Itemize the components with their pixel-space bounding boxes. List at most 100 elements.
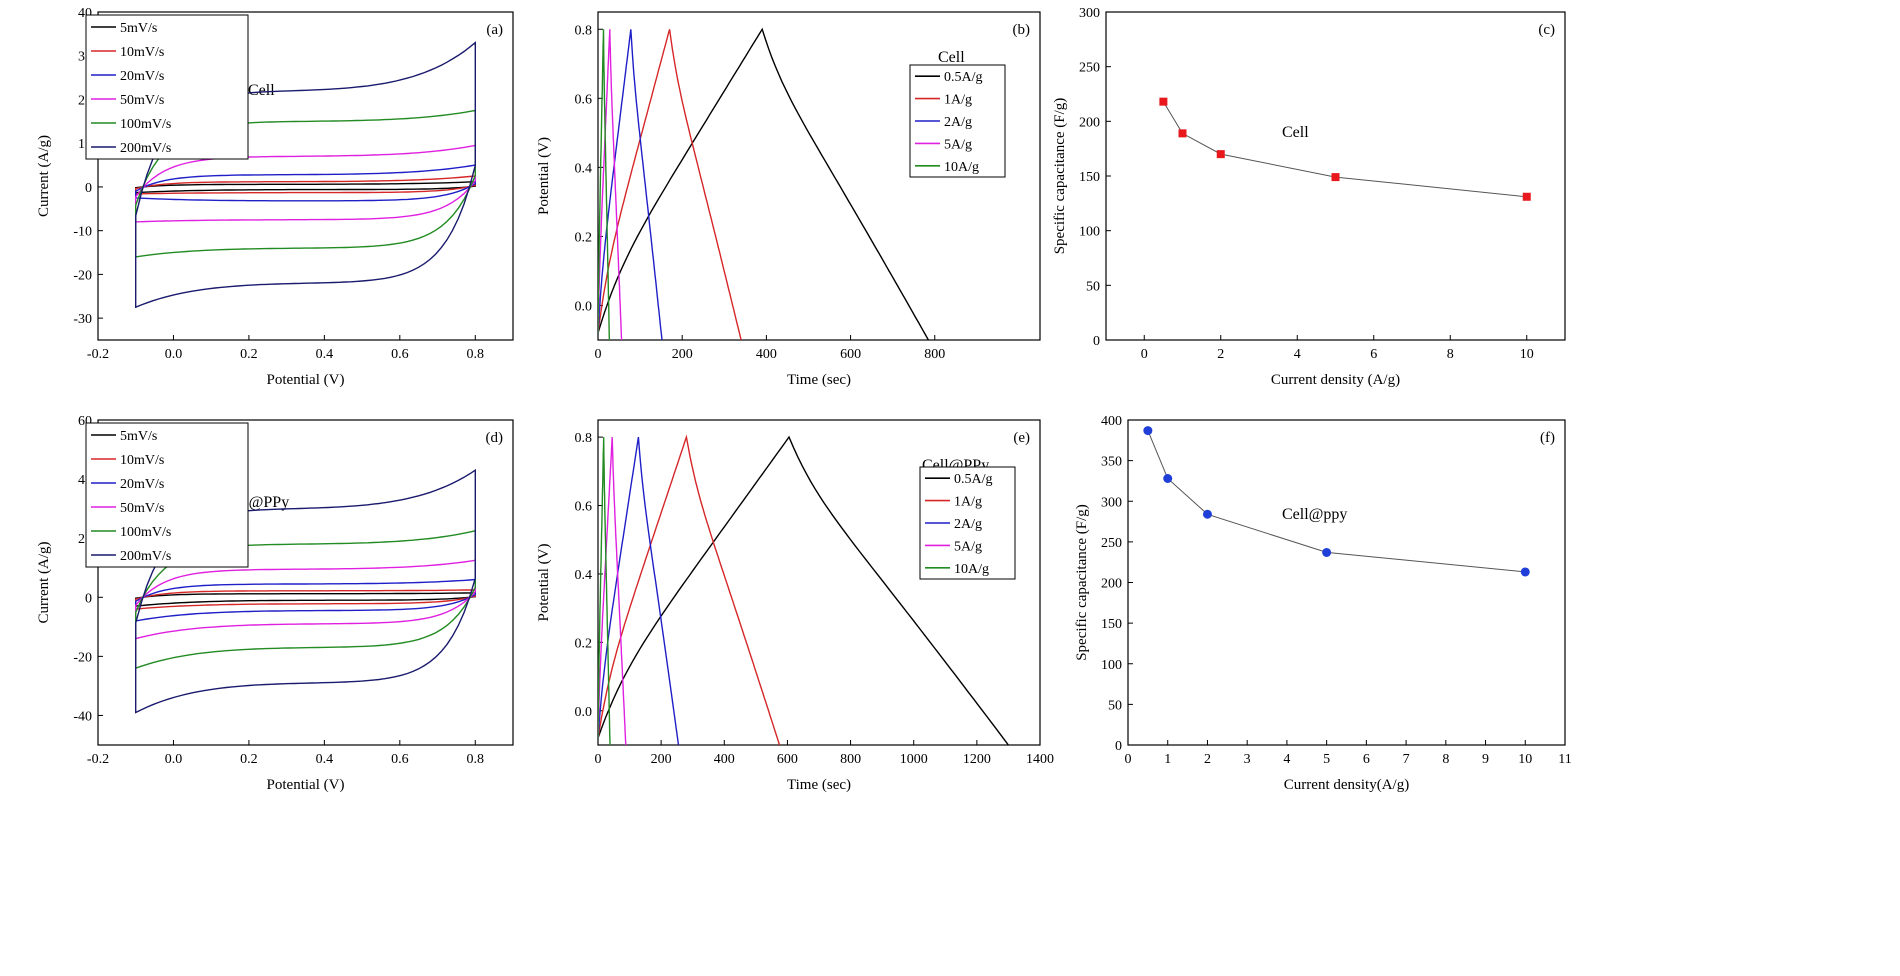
x-tick-label: 0.6 [391,752,409,767]
gcd-curve-1A/g [598,29,742,340]
gcd-curve-10A/g [598,437,611,745]
x-tick-label: 600 [840,347,861,362]
data-point [1331,173,1340,182]
legend-entry: 50mV/s [120,501,164,516]
x-tick-label: 0.2 [240,752,258,767]
x-tick-label: 4 [1283,752,1290,767]
gcd-curve-0.5A/g [598,27,930,340]
x-tick-label: 9 [1482,752,1489,767]
data-point [1322,547,1332,557]
data-point [1522,192,1531,201]
y-tick-label: 0.0 [575,299,593,314]
y-tick-label: -30 [73,312,92,327]
x-tick-label: 8 [1442,752,1449,767]
x-tick-label: 0.4 [316,752,334,767]
y-tick-label: 200 [1101,577,1122,592]
cv-curve-5mV/s [135,180,476,194]
legend-entry: 5mV/s [120,21,157,36]
legend-entry: 100mV/s [120,525,171,540]
x-tick-label: 5 [1323,752,1330,767]
cv-curve-20mV/s [135,164,476,202]
gcd-curve-1A/g [598,434,781,745]
x-tick-label: 0 [1125,752,1132,767]
panel-b: 0 200 400 600 800 0.0 0.2 0.4 0.6 0.8 Time (sec) Po… [536,11,1041,388]
legend-entry: 200mV/s [120,141,171,156]
y-tick-label: 200 [1079,115,1100,130]
panel-f: 0 1 2 3 4 5 6 7 8 9 10 11 0 50 100 150 200 250 300 350 400 Cu… [1074,414,1572,793]
panel-label: (e) [1013,430,1030,446]
plot-frame [1127,419,1566,746]
y-axis-label: Current (A/g) [36,135,52,217]
legend: 5mV/s 10mV/s 20mV/s 50mV/s 100mV/s 200mV/s [85,14,249,160]
cv-curve-50mV/s [135,144,476,223]
legend-box [85,14,249,160]
x-tick-label: 1400 [1026,752,1054,767]
panel-d: -0.2 0.0 0.2 0.4 0.6 0.8-40-200204060Potentia… [36,414,514,793]
gcd-curve-2A/g [598,29,663,340]
cv-curve-100mV/s [135,529,476,670]
trend-line [1162,101,1527,198]
cv-curve-200mV/s [135,468,476,714]
panel-e: 0 200 400 600 800 1000 1200 1400 0.0 0.2 0.4 0.6 0.8… [536,419,1054,793]
y-tick-label: 300 [1101,495,1122,510]
gcd-curve-0.5A/g [598,435,1009,745]
y-tick-label: 50 [1108,698,1122,713]
y-tick-label: 0 [85,181,92,196]
y-tick-label: 300 [1079,6,1100,21]
plot-frame [597,419,1041,746]
data-point [1202,509,1212,519]
y-tick-label: 100 [1101,658,1122,673]
x-tick-label: 200 [651,752,672,767]
x-tick-label: 0.4 [316,347,334,362]
chart-annotation: Cell [938,49,965,66]
x-tick-label: 0 [595,752,602,767]
legend-entry: 20mV/s [120,69,164,84]
y-axis-label: Current (A/g) [36,541,52,623]
x-tick-label: 800 [924,347,945,362]
x-tick-label: 1000 [900,752,928,767]
y-tick-label: 350 [1101,455,1122,470]
y-tick-label: 0 [1093,334,1100,349]
plot-frame [97,11,514,341]
x-tick-label: 800 [840,752,861,767]
x-tick-label: 0.8 [467,347,485,362]
cv-curve-20mV/s [135,578,476,622]
y-axis-label: Potential (V) [536,544,552,622]
data-layer [598,27,930,340]
x-tick-label: 0.2 [240,347,258,362]
x-axis-label: Potential (V) [267,372,345,388]
x-tick-label: 400 [756,347,777,362]
trend-line [1147,430,1526,573]
y-tick-label: 150 [1101,617,1122,632]
x-tick-label: 1200 [963,752,991,767]
cv-curve-50mV/s [135,559,476,640]
y-tick-label: 0.6 [575,500,593,515]
x-tick-label: 0 [595,347,602,362]
y-tick-label: 0.4 [575,161,593,176]
x-tick-label: -0.2 [87,752,109,767]
legend-box [85,422,249,568]
data-layer [135,41,476,309]
legend-entry: 100mV/s [120,117,171,132]
y-tick-label: 0.0 [575,705,593,720]
gcd-curve-10A/g [598,29,611,340]
x-tick-label: 6 [1370,347,1377,362]
x-tick-label: 0.6 [391,347,409,362]
data-point [1520,567,1530,577]
x-tick-label: -0.2 [87,347,109,362]
x-tick-label: 0.0 [165,347,183,362]
legend-entry: 1A/g [954,495,982,510]
legend-entry: 5mV/s [120,429,157,444]
gcd-curve-5A/g [598,29,623,340]
x-tick-label: 2 [1217,347,1224,362]
cv-curve-200mV/s [135,41,476,309]
gcd-curve-5A/g [598,437,627,745]
legend-entry: 2A/g [954,517,982,532]
chart-annotation: Cell@ppy [1282,506,1347,523]
plot-frame [97,419,514,746]
x-tick-label: 1 [1164,752,1171,767]
y-tick-label: 250 [1079,61,1100,76]
x-tick-label: 10 [1518,752,1532,767]
y-tick-label: 0.4 [575,568,593,583]
